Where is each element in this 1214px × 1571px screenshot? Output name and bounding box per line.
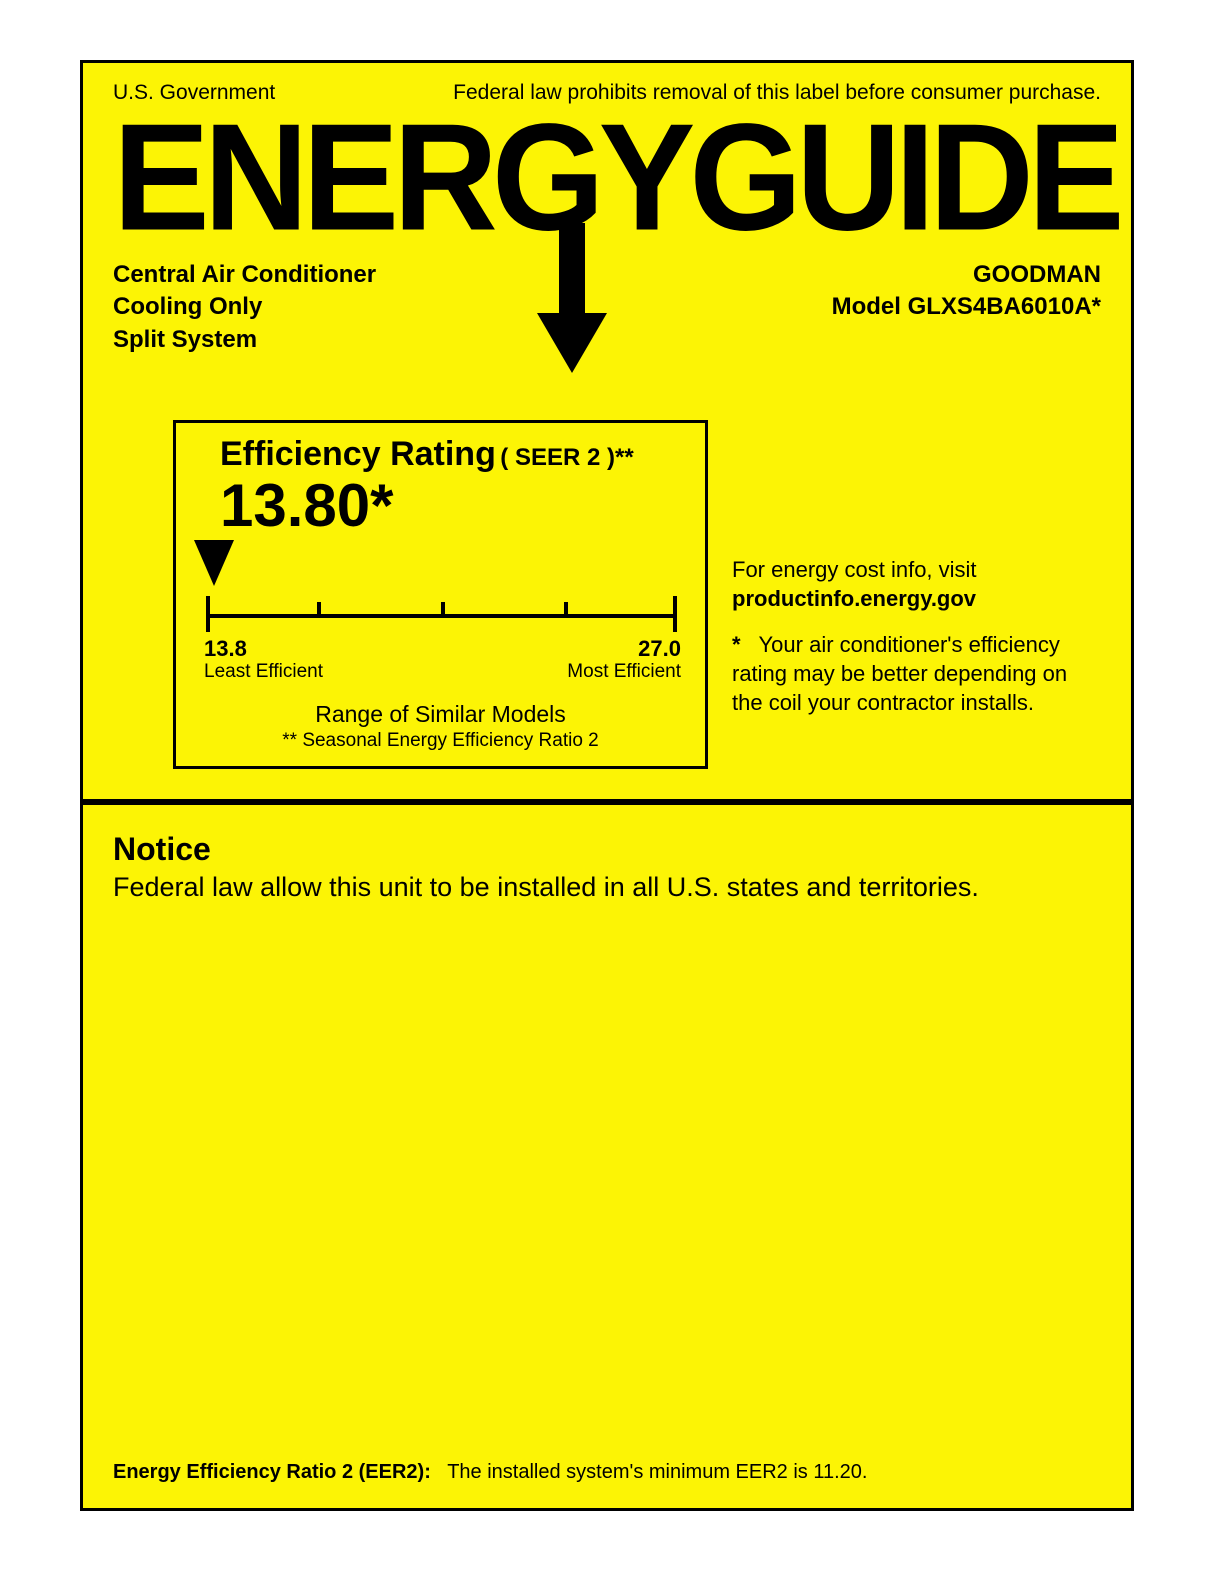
scale-min: 13.8 Least Efficient: [204, 636, 323, 683]
footer: Energy Efficiency Ratio 2 (EER2): The in…: [113, 1461, 1101, 1484]
side-info: For energy cost info, visit productinfo.…: [732, 420, 1101, 769]
range-caption-sub: ** Seasonal Energy Efficiency Ratio 2: [194, 730, 687, 752]
footnote-marker: *: [732, 632, 741, 657]
scale-labels: 13.8 Least Efficient 27.0 Most Efficient: [204, 636, 681, 683]
efficiency-scale: [194, 596, 687, 634]
scale-tick: [317, 602, 321, 616]
product-type-line3: Split System: [113, 324, 376, 356]
rating-area: Efficiency Rating ( SEER 2 )** 13.80*: [113, 420, 1101, 769]
logo-arrow-icon: [537, 223, 607, 373]
scale-end-left: [206, 596, 210, 632]
scale-min-value: 13.8: [204, 636, 323, 661]
footer-text: The installed system's minimum EER2 is 1…: [447, 1461, 867, 1483]
scale-max-label: Most Efficient: [567, 661, 681, 683]
efficiency-rating-box: Efficiency Rating ( SEER 2 )** 13.80*: [173, 420, 708, 769]
pointer-icon: [194, 540, 234, 586]
scale-min-label: Least Efficient: [204, 661, 323, 683]
product-info-row: Central Air Conditioner Cooling Only Spl…: [113, 259, 1101, 356]
scale-tick: [564, 602, 568, 616]
scale-tick: [441, 602, 445, 616]
product-type-line2: Cooling Only: [113, 291, 376, 323]
cost-info-url: productinfo.energy.gov: [732, 585, 1101, 614]
pointer-wrap: [194, 540, 687, 600]
rating-title-row: Efficiency Rating ( SEER 2 )**: [194, 435, 687, 474]
range-caption: Range of Similar Models: [194, 701, 687, 728]
rating-title: Efficiency Rating: [220, 435, 496, 473]
product-model: GOODMAN Model GLXS4BA6010A*: [832, 259, 1101, 356]
product-brand: GOODMAN: [832, 259, 1101, 291]
top-section: U.S. Government Federal law prohibits re…: [83, 63, 1131, 805]
notice-text: Federal law allow this unit to be instal…: [113, 870, 1101, 905]
logo-wrap: ENERGYGUIDE: [113, 105, 1101, 245]
rating-metric: ( SEER 2 )**: [500, 444, 633, 471]
footnote-text: Your air conditioner's efficiency rating…: [732, 632, 1067, 714]
notice-title: Notice: [113, 831, 1101, 868]
footer-label: Energy Efficiency Ratio 2 (EER2):: [113, 1461, 431, 1483]
energyguide-logo: ENERGYGUIDE: [113, 101, 1101, 253]
scale-max: 27.0 Most Efficient: [567, 636, 681, 683]
product-model-number: Model GLXS4BA6010A*: [832, 291, 1101, 323]
product-type-line1: Central Air Conditioner: [113, 259, 376, 291]
energy-guide-label: U.S. Government Federal law prohibits re…: [80, 60, 1134, 1511]
scale-end-right: [673, 596, 677, 632]
rating-value: 13.80*: [220, 476, 687, 536]
product-type: Central Air Conditioner Cooling Only Spl…: [113, 259, 376, 356]
efficiency-footnote: * Your air conditioner's efficiency rati…: [732, 631, 1101, 717]
cost-info-line: For energy cost info, visit: [732, 556, 1101, 585]
notice-section: Notice Federal law allow this unit to be…: [83, 805, 1131, 925]
scale-max-value: 27.0: [567, 636, 681, 661]
